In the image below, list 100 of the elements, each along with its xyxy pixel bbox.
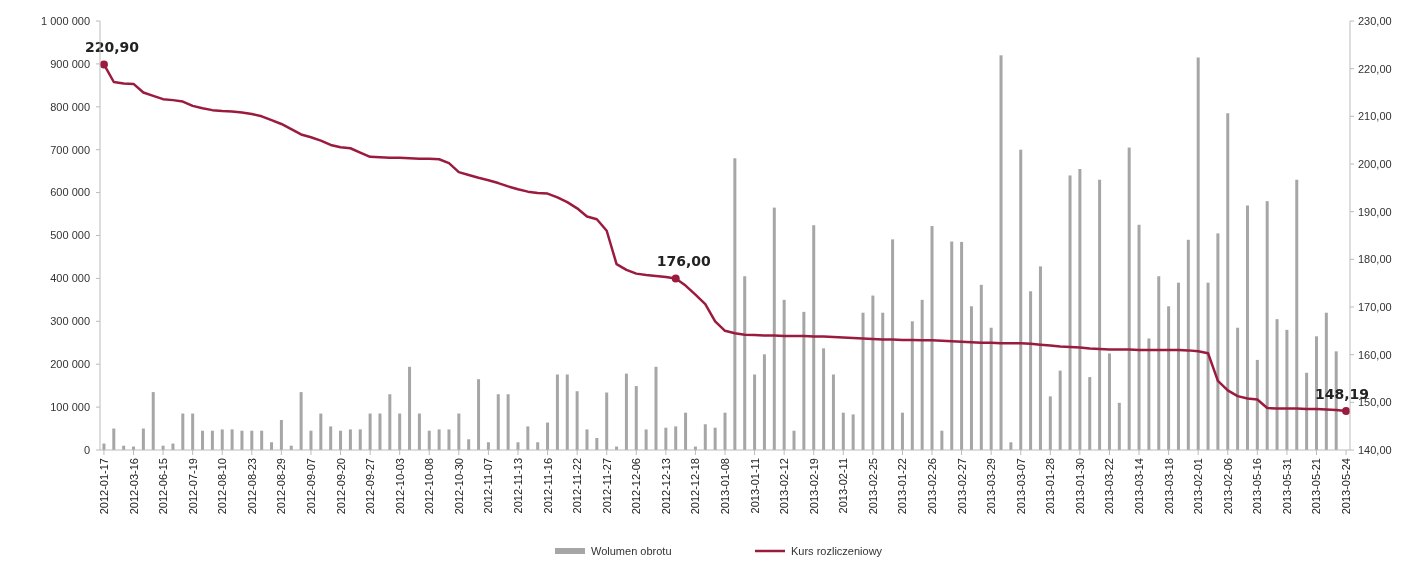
bar: [1186, 239, 1190, 450]
bar: [181, 413, 185, 450]
bar: [1137, 224, 1141, 450]
bar: [358, 429, 362, 450]
bar: [743, 276, 747, 450]
point: [671, 274, 680, 283]
x-tick-label: 2013-02-12: [778, 458, 791, 515]
bar: [713, 427, 717, 450]
x-tick-label: 2013-01-28: [1044, 458, 1057, 515]
bar: [723, 412, 727, 450]
y2-tick-label: 210,00: [1358, 110, 1392, 123]
bar: [141, 428, 145, 450]
x-tick-label: 2012-08-10: [216, 458, 229, 515]
bar: [112, 428, 116, 450]
bar: [881, 312, 885, 450]
bar: [427, 430, 431, 450]
bar: [319, 413, 323, 450]
x-tick-label: 2012-11-22: [571, 458, 584, 514]
bar: [555, 374, 559, 450]
bar: [1275, 319, 1279, 450]
bar: [299, 392, 303, 450]
bar: [1029, 291, 1033, 450]
bar: [516, 442, 520, 450]
x-tick-label: 2012-12-06: [630, 458, 643, 515]
x-tick-label: 2012-11-27: [600, 458, 613, 514]
y2-tick-label: 170,00: [1358, 300, 1392, 313]
bar: [309, 430, 313, 450]
bar: [772, 207, 776, 450]
y2-tick-label: 180,00: [1358, 253, 1392, 266]
y-tick-label: 800 000: [50, 100, 90, 113]
bar: [762, 354, 766, 450]
bar: [447, 429, 451, 450]
bar: [930, 226, 934, 450]
y-tick-label: 500 000: [50, 229, 90, 242]
y2-tick-label: 190,00: [1358, 205, 1392, 218]
bar: [477, 379, 481, 450]
x-tick-label: 2012-11-13: [511, 458, 524, 514]
bar: [989, 327, 993, 450]
y2-tick-label: 140,00: [1358, 443, 1392, 456]
bar: [1206, 282, 1210, 450]
x-tick-label: 2012-06-15: [157, 458, 170, 515]
bar: [339, 430, 343, 450]
bar: [260, 430, 264, 450]
bar: [664, 427, 668, 450]
x-tick-label: 2013-02-25: [866, 458, 879, 515]
y-tick-label: 400 000: [50, 272, 90, 285]
bar: [1167, 306, 1171, 450]
bar: [1048, 396, 1052, 450]
bar: [526, 426, 530, 450]
data-label: 220,90: [84, 39, 140, 56]
bar: [1058, 370, 1062, 450]
y-tick-label: 300 000: [50, 315, 90, 328]
bar: [378, 413, 382, 450]
bar: [1019, 149, 1023, 450]
bar: [417, 413, 421, 450]
x-tick-label: 2013-02-19: [807, 458, 820, 515]
bar: [792, 430, 796, 450]
bar: [201, 430, 205, 450]
bar: [1196, 57, 1200, 450]
bar: [831, 374, 835, 450]
bar: [999, 55, 1003, 450]
bar: [388, 394, 392, 450]
y-tick-label: 900 000: [50, 57, 90, 70]
bar: [802, 311, 806, 450]
y2-tick-label: 220,00: [1358, 62, 1392, 75]
bar: [841, 412, 845, 450]
y2-tick-label: 230,00: [1358, 14, 1392, 27]
x-tick-label: 2013-05-16: [1251, 458, 1264, 515]
bar: [1009, 442, 1013, 450]
bar: [1078, 169, 1082, 450]
bar: [240, 430, 244, 450]
legend-label: Kurs rozliczeniowy: [791, 545, 883, 557]
x-tick-label: 2012-09-20: [334, 458, 347, 515]
bar: [398, 413, 402, 450]
bar: [1295, 179, 1299, 450]
bar: [733, 158, 737, 450]
x-tick-label: 2012-08-23: [245, 458, 258, 515]
bar: [900, 412, 904, 450]
bar: [634, 386, 638, 450]
x-tick-label: 2013-02-11: [837, 458, 850, 514]
bar: [595, 437, 599, 450]
x-tick-label: 2012-08-29: [275, 458, 288, 515]
bar: [329, 426, 333, 450]
bar: [1236, 327, 1240, 450]
bar: [1176, 282, 1180, 450]
bar: [348, 429, 352, 450]
x-tick-label: 2013-03-07: [1014, 458, 1027, 515]
x-tick-label: 2012-01-17: [97, 458, 110, 515]
bar: [782, 299, 786, 450]
bar: [250, 430, 254, 450]
y-tick-label: 1 000 000: [41, 14, 90, 27]
bar: [457, 413, 461, 450]
bar: [910, 321, 914, 450]
bar: [1117, 402, 1121, 450]
bar: [230, 429, 234, 450]
bar: [979, 284, 983, 450]
bar: [1305, 372, 1309, 450]
bar: [1265, 201, 1269, 450]
bar: [191, 413, 195, 450]
bar: [871, 295, 875, 450]
